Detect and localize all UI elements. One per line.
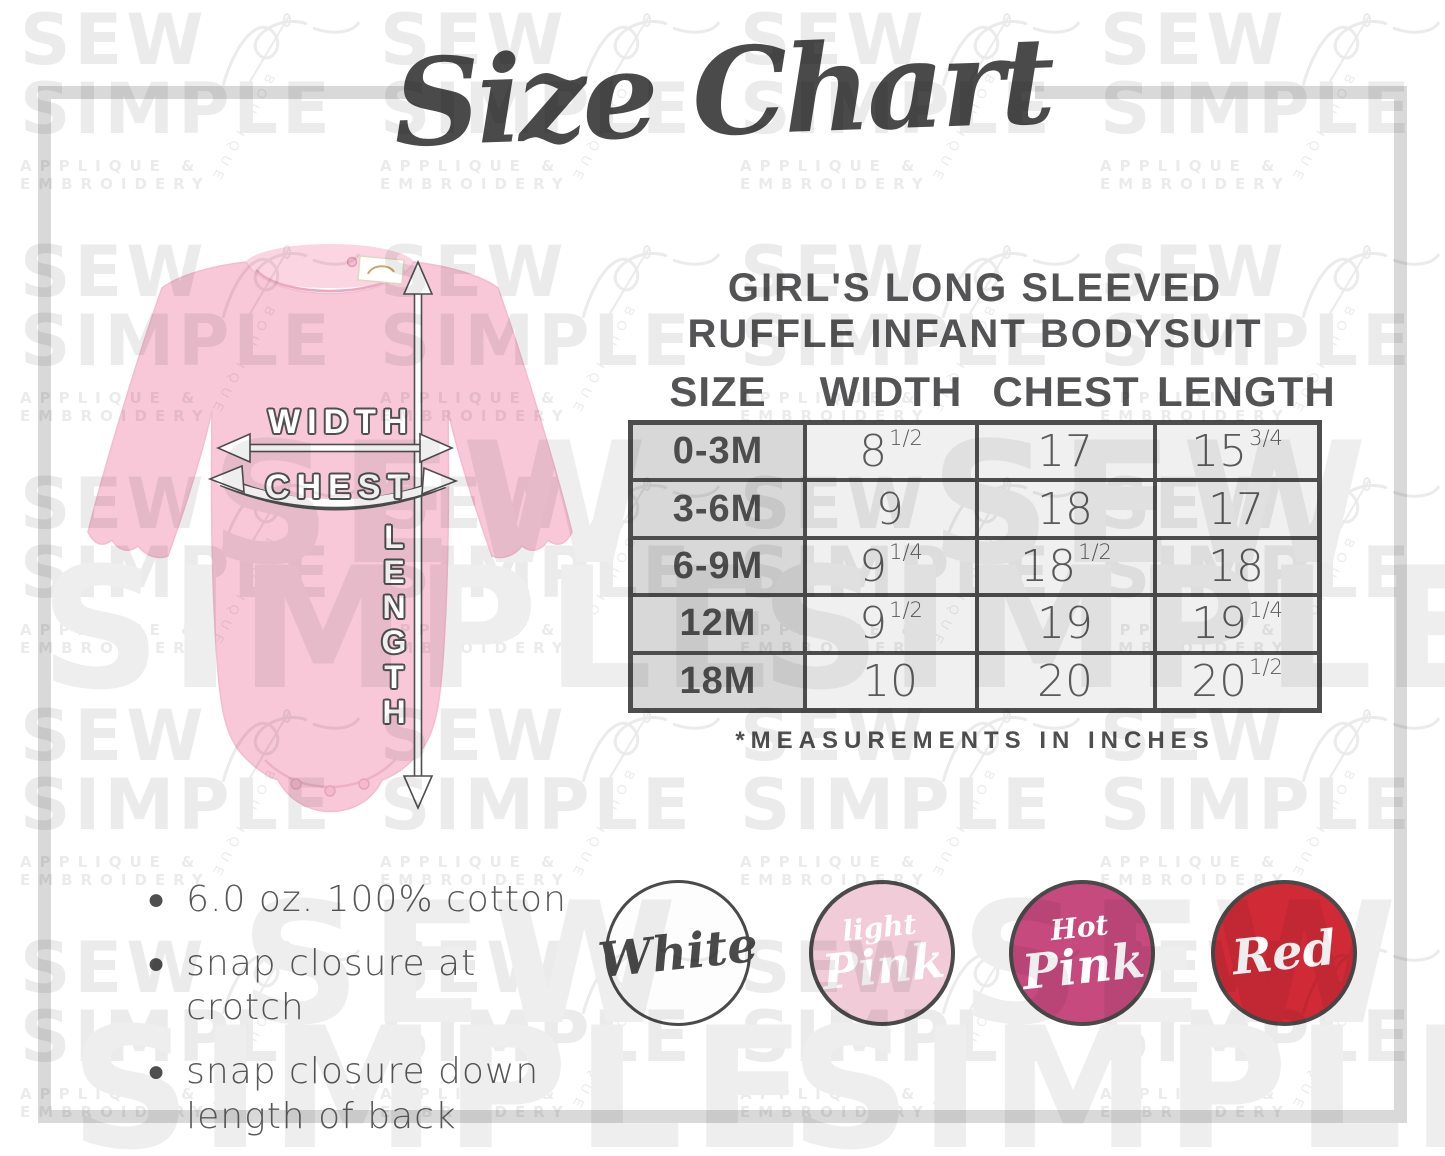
bullet-icon: ●: [147, 1053, 167, 1089]
column-header-width: WIDTH: [819, 368, 963, 415]
frame-border: [1035, 86, 1407, 99]
neck-snap: [346, 256, 358, 268]
table-cell: 18: [979, 482, 1153, 536]
bodysuit-svg: [87, 244, 573, 813]
table-cell: 9: [807, 482, 975, 536]
swatch-light-pink: light Pink: [801, 872, 963, 1034]
bodysuit-body: [87, 261, 573, 813]
size-table: 0-3M 8 1/2 17 15 3/4 3-6M 9 18 17 6-9M 9 1/…: [628, 420, 1322, 713]
frame-border: [38, 86, 51, 1123]
table-cell: 17: [979, 425, 1153, 479]
table-cell: 17: [1157, 482, 1317, 536]
table-row-size: 18M: [633, 654, 803, 708]
frame-border: [1394, 86, 1407, 1123]
table-row-size: 6-9M: [633, 539, 803, 594]
table-row-size: 12M: [633, 597, 803, 651]
width-arrow: [216, 432, 454, 464]
crotch-snap: [358, 778, 370, 790]
table-row-size: 0-3M: [633, 425, 803, 479]
table-cell: 9 1/4: [807, 539, 975, 594]
column-header-length: LENGTH: [1157, 368, 1336, 415]
list-item: ● snap closure down length of back: [147, 1050, 592, 1139]
feature-list: ● 6.0 oz. 100% cotton ● snap closure at cr…: [147, 878, 592, 1139]
product-heading-line2: RUFFLE INFANT BODYSUIT: [687, 312, 1263, 356]
size-table-headers: SIZE WIDTH CHEST LENGTH: [628, 368, 1336, 416]
table-cell: 8 1/2: [807, 425, 975, 479]
table-cell: 19: [979, 597, 1153, 651]
table-cell: 18 1/2: [979, 539, 1153, 594]
list-item: ● 6.0 oz. 100% cotton: [147, 878, 592, 923]
list-item: ● snap closure at crotch: [147, 942, 592, 1031]
column-header-chest: CHEST: [992, 368, 1140, 415]
table-cell: 20 1/2: [1157, 654, 1317, 708]
measurement-note: *MEASUREMENTS IN INCHES: [735, 727, 1215, 754]
bullet-icon: ●: [147, 882, 167, 917]
table-cell: 15 3/4: [1157, 425, 1317, 479]
neck-tag: [357, 255, 405, 285]
frame-border: [38, 86, 430, 99]
crotch-snap: [290, 778, 302, 790]
length-arrow: [402, 260, 434, 810]
swatch-hot-pink: Hot Pink: [1001, 872, 1163, 1034]
table-cell: 10: [807, 654, 975, 708]
table-cell: 20: [979, 654, 1153, 708]
table-cell: 9 1/2: [807, 597, 975, 651]
page-title: Size Chart: [391, 10, 1054, 175]
neck-tag-logo: [367, 265, 395, 275]
product-heading-line1: GIRL'S LONG SLEEVED: [727, 266, 1223, 310]
table-cell: 19 1/4: [1157, 597, 1317, 651]
swatch-red: Red: [1203, 872, 1365, 1034]
chest-label: CHEST: [265, 468, 416, 506]
table-cell: 18: [1157, 539, 1317, 594]
width-label: WIDTH: [268, 403, 415, 441]
bullet-icon: ●: [147, 945, 167, 981]
table-row-size: 3-6M: [633, 482, 803, 536]
swatch-white: White: [596, 872, 760, 1034]
crotch-snap: [324, 785, 336, 797]
frame-border: [38, 1110, 1407, 1123]
column-header-size: SIZE: [669, 368, 767, 415]
